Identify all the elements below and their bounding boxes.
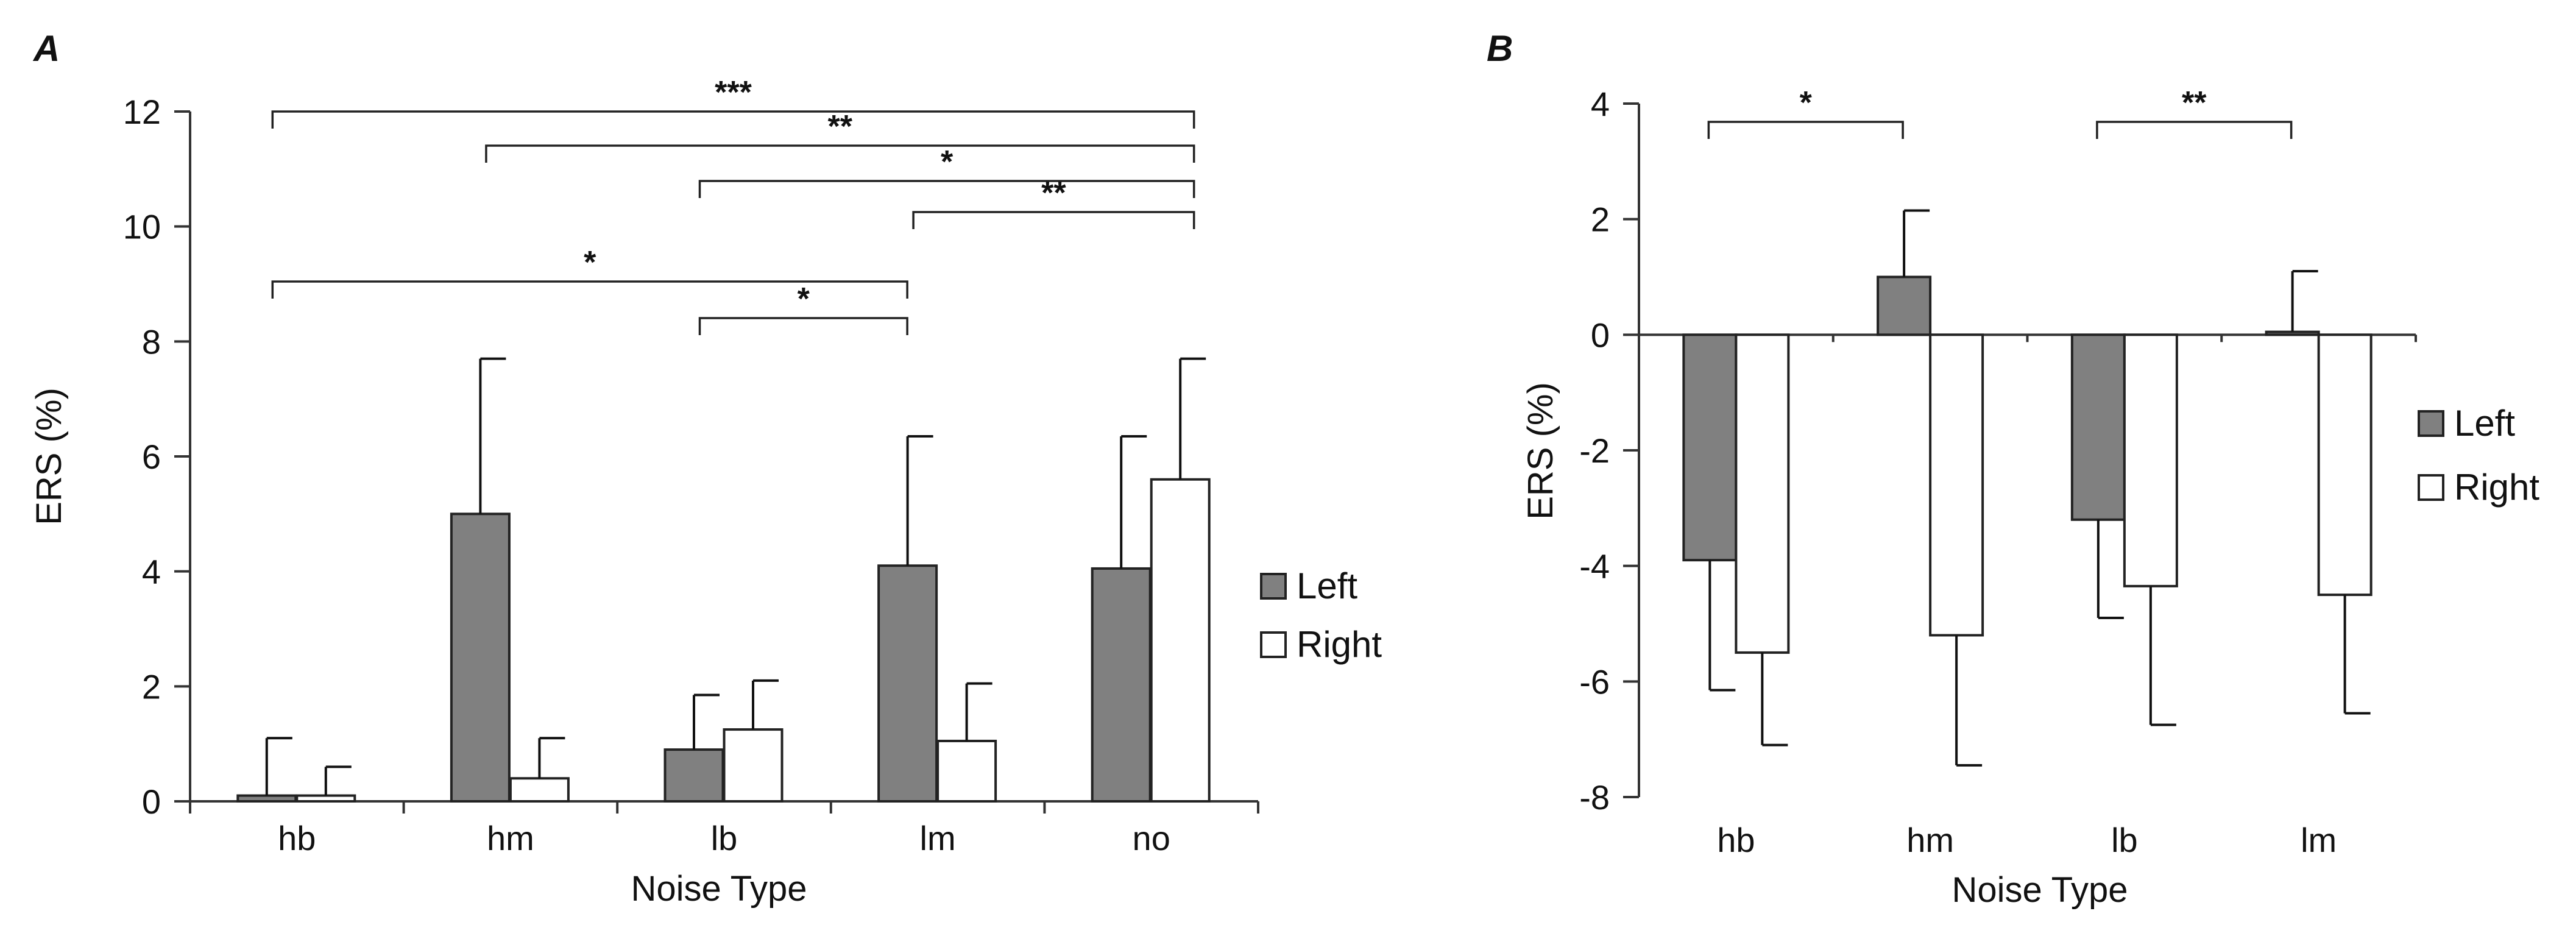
panel-a-chart: A 0 2 4 6 8 10 12 hb hm lb lm no Noise Type ERS (%) Le…	[29, 28, 1382, 909]
panel-b-legend-label-left: Left	[2454, 403, 2515, 444]
panel-b-y-tick-label: 4	[1591, 85, 1610, 123]
panel-b-bar-right-hm	[1929, 333, 1984, 637]
panel-a-y-tick-label: 12	[123, 93, 161, 131]
panel-a-bar-left-lm	[877, 564, 938, 803]
panel-a-significance-label: *	[798, 282, 810, 317]
panel-a-significance-label: *	[941, 144, 954, 180]
panel-a-significance-bracket	[271, 280, 908, 299]
panel-a-legend-swatch-right	[1260, 631, 1287, 658]
panel-a-bar-right-no	[1150, 478, 1211, 803]
panel-a-y-tick-label: 0	[142, 782, 161, 821]
panel-a-bar-left-no	[1091, 567, 1152, 803]
panel-a-bar-right-hb	[295, 794, 356, 803]
panel-a-significance-label: **	[828, 109, 853, 144]
panel-a-significance-label: *	[584, 245, 596, 280]
panel-a-legend-swatch-left	[1260, 573, 1287, 600]
panel-a-bar-left-lb	[663, 748, 724, 803]
panel-a-significance-bracket	[912, 211, 1195, 229]
panel-b-bar-right-hb	[1735, 333, 1790, 654]
panel-b-y-tick-label: -2	[1579, 431, 1610, 470]
panel-a-y-tick-label: 6	[142, 438, 161, 476]
panel-a-bar-right-hm	[509, 777, 570, 803]
panel-a-significance-bracket	[485, 144, 1195, 163]
panel-b-y-tick-label: -4	[1579, 547, 1610, 586]
panel-a-significance-bracket	[698, 180, 1195, 198]
panel-a-bar-right-lb	[723, 728, 784, 803]
panel-a-x-axis-title: Noise Type	[631, 869, 807, 909]
panel-b-y-tick-label: 0	[1591, 316, 1610, 354]
panel-a-category-label: lb	[711, 819, 738, 857]
panel-b-bar-right-lb	[2123, 333, 2178, 587]
panel-b-bar-left-hb	[1682, 333, 1738, 562]
panel-b-significance-bracket	[1707, 121, 1904, 139]
panel-b-y-tick-label: -8	[1579, 778, 1610, 817]
panel-b-bar-left-lb	[2070, 333, 2126, 521]
panel-a-significance-label: **	[1041, 176, 1066, 211]
panel-a-label: A	[32, 28, 60, 69]
panel-a-bar-left-hb	[236, 794, 297, 803]
panel-b-bar-right-lm	[2317, 333, 2373, 597]
panel-a-category-label: hm	[487, 819, 534, 857]
panel-b-legend-label-right: Right	[2454, 467, 2539, 508]
panel-a-y-tick-label: 10	[123, 208, 161, 246]
panel-b-y-axis-title: ERS (%)	[1521, 382, 1560, 520]
panel-b-label: B	[1487, 28, 1513, 69]
panel-b-legend-swatch-right	[2418, 474, 2444, 501]
panel-a-legend-label-left: Left	[1297, 566, 1357, 606]
panel-a-significance-bracket	[698, 317, 908, 335]
panel-a-significance-bracket	[271, 110, 1195, 129]
panel-b-category-label: hb	[1717, 821, 1755, 859]
panel-b-bar-left-hm	[1877, 275, 1932, 336]
panel-b-y-tick-label: -6	[1579, 662, 1610, 701]
panel-a-category-label: hb	[278, 819, 316, 857]
panel-b-significance-label: *	[1800, 85, 1813, 121]
panel-b-category-label: lb	[2111, 821, 2138, 859]
panel-a-y-axis-title: ERS (%)	[29, 388, 69, 525]
panel-a-category-label: lm	[920, 819, 956, 857]
panel-a-y-tick-label: 4	[142, 553, 161, 591]
panel-b-category-label: lm	[2301, 821, 2337, 859]
panel-a-legend-label-right: Right	[1297, 624, 1382, 665]
panel-b-legend-swatch-left	[2418, 410, 2444, 437]
panel-b-category-label: hm	[1906, 821, 1954, 859]
panel-a-y-tick-label: 2	[142, 667, 161, 706]
panel-b-chart: B 4 2 0 -2 -4 -6 -8 hb hm lb lm Noise Type ERS (%) Le…	[1487, 28, 2539, 910]
panel-a-bar-right-lm	[936, 739, 997, 803]
panel-a-significance-label: ***	[715, 75, 752, 110]
panel-a-bar-left-hm	[450, 512, 511, 803]
panel-b-significance-label: **	[2182, 85, 2207, 121]
panel-a-y-tick-label: 8	[142, 322, 161, 361]
panel-a-category-label: no	[1133, 819, 1170, 857]
panel-b-x-axis-title: Noise Type	[1951, 870, 2128, 910]
panel-b-bar-left-lm	[2265, 330, 2320, 336]
panel-b-y-tick-label: 2	[1591, 200, 1610, 239]
panel-b-significance-bracket	[2096, 121, 2293, 139]
